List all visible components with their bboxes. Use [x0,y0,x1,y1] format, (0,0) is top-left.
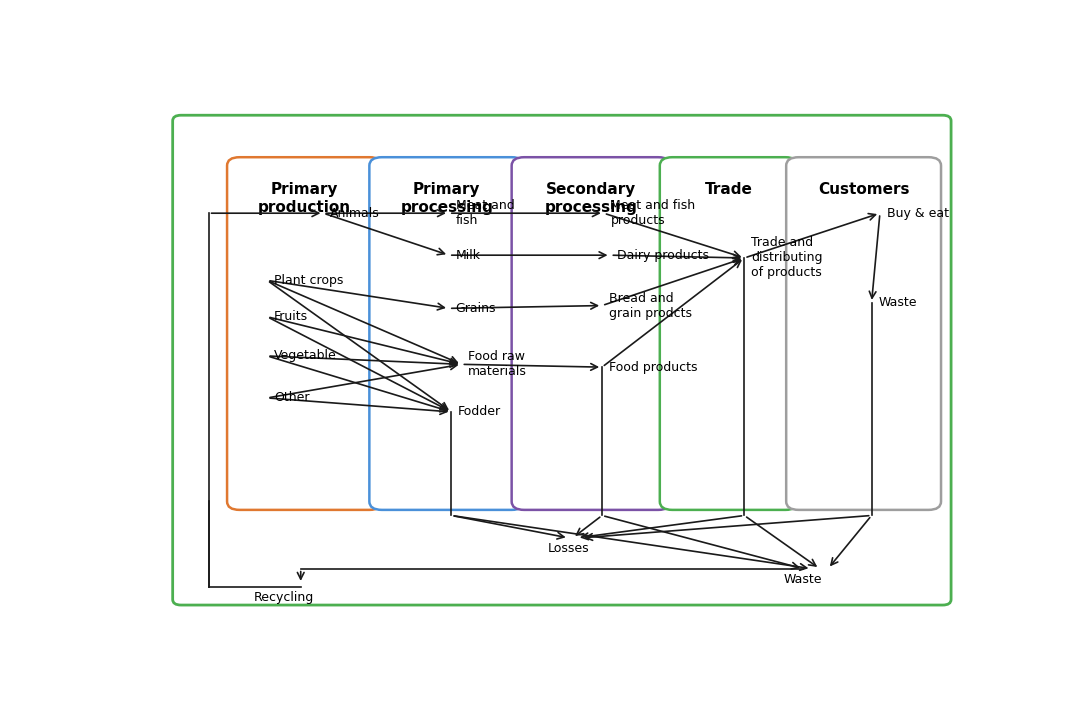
Text: Fruits: Fruits [274,310,308,324]
Text: Meat and fish
products: Meat and fish products [610,199,696,228]
Text: Other: Other [274,391,310,404]
Text: Grains: Grains [456,302,496,315]
Text: Buy & eat: Buy & eat [887,206,948,220]
Text: Primary
processing: Primary processing [401,182,494,214]
Text: Plant crops: Plant crops [274,274,343,287]
Text: Vegetable: Vegetable [274,350,337,363]
Text: Milk: Milk [456,249,481,262]
Text: Fodder: Fodder [458,406,501,419]
Text: Waste: Waste [878,297,917,309]
Text: Waste: Waste [784,573,822,586]
Text: Recycling: Recycling [254,591,314,604]
FancyBboxPatch shape [369,157,524,510]
Text: Customers: Customers [818,182,909,198]
Text: Animals: Animals [330,206,380,220]
Text: Food products: Food products [609,361,698,374]
Text: Food raw
materials: Food raw materials [468,350,527,378]
FancyBboxPatch shape [786,157,941,510]
Text: Trade and
distributing
of products: Trade and distributing of products [751,236,823,279]
FancyBboxPatch shape [660,157,798,510]
Text: Trade: Trade [705,182,753,198]
Text: Meat and
fish: Meat and fish [456,199,514,228]
Text: Losses: Losses [548,542,590,555]
Text: Bread and
grain prodcts: Bread and grain prodcts [609,292,692,320]
Text: Secondary
processing: Secondary processing [544,182,637,214]
FancyBboxPatch shape [173,116,951,605]
Text: Dairy products: Dairy products [617,249,710,262]
Text: Primary
production: Primary production [258,182,351,214]
FancyBboxPatch shape [512,157,671,510]
FancyBboxPatch shape [227,157,382,510]
